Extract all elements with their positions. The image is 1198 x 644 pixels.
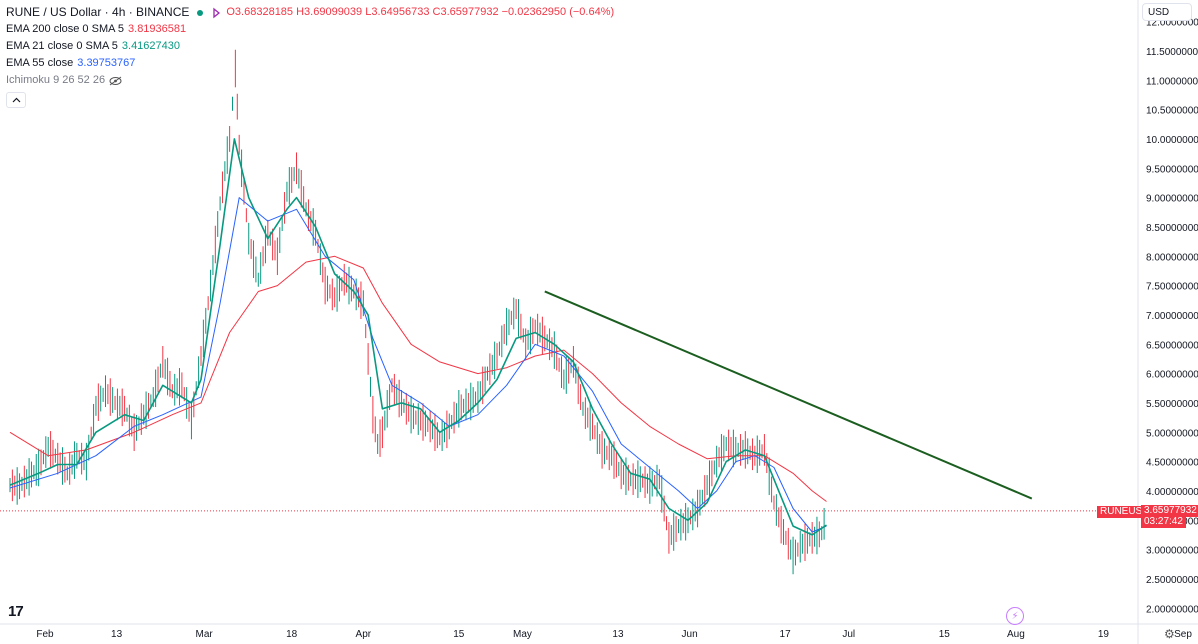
x-tick-label: 15 xyxy=(453,629,465,640)
y-tick-label: 9.00000000 xyxy=(1146,194,1198,205)
y-tick-label: 8.50000000 xyxy=(1146,223,1198,234)
y-tick-label: 11.50000000 xyxy=(1146,47,1198,58)
tradingview-logo[interactable]: 17 xyxy=(8,603,24,620)
indicator-ichimoku[interactable]: Ichimoku 9 26 52 26 xyxy=(6,72,614,89)
flag-icon[interactable] xyxy=(210,7,222,19)
x-tick-label: 17 xyxy=(780,629,792,640)
last-price-value-label: 3.65977932 xyxy=(1141,505,1198,517)
indicator-ema21[interactable]: EMA 21 close 0 SMA 5 3.41627430 xyxy=(6,38,614,55)
indicator-ema55[interactable]: EMA 55 close 3.39753767 xyxy=(6,55,614,72)
trend-line[interactable] xyxy=(544,290,1033,500)
y-tick-label: 5.00000000 xyxy=(1146,428,1198,439)
y-tick-label: 12.00000000 xyxy=(1146,18,1198,29)
x-tick-label: 15 xyxy=(939,629,951,640)
x-tick-label: Aug xyxy=(1007,629,1025,640)
y-tick-label: 10.00000000 xyxy=(1146,135,1198,146)
symbol-title[interactable]: RUNE / US Dollar · 4h · BINANCE xyxy=(6,5,190,19)
indicator-name: Ichimoku 9 26 52 26 xyxy=(6,74,106,86)
last-price-symbol-label: RUNEUSD xyxy=(1097,506,1153,518)
hidden-eye-icon[interactable] xyxy=(109,76,122,86)
indicator-value: 3.81936581 xyxy=(128,23,187,35)
y-tick-label: 11.00000000 xyxy=(1146,76,1198,87)
collapse-legend-button[interactable] xyxy=(6,92,26,108)
x-tick-label: Mar xyxy=(196,629,214,640)
y-tick-label: 2.50000000 xyxy=(1146,575,1198,586)
y-tick-label: 9.50000000 xyxy=(1146,164,1198,175)
currency-select[interactable]: USD xyxy=(1142,3,1192,21)
indicator-name: EMA 21 close 0 SMA 5 xyxy=(6,40,118,52)
ema21-line xyxy=(9,138,827,536)
x-tick-label: Feb xyxy=(36,629,54,640)
y-tick-label: 7.00000000 xyxy=(1146,311,1198,322)
gear-icon[interactable]: ⚙ xyxy=(1164,627,1175,641)
y-tick-label: 6.50000000 xyxy=(1146,340,1198,351)
y-tick-label: 2.00000000 xyxy=(1146,604,1198,615)
y-tick-label: 3.00000000 xyxy=(1146,546,1198,557)
x-tick-label: Apr xyxy=(356,629,372,640)
chart-legend: RUNE / US Dollar · 4h · BINANCE O3.68328… xyxy=(6,4,614,108)
countdown-label: 03:27:42 xyxy=(1141,516,1186,528)
market-status-icon xyxy=(197,9,204,16)
ohlc-values: O3.68328185 H3.69099039 L3.64956733 C3.6… xyxy=(226,6,615,18)
x-tick-label: Jul xyxy=(842,629,855,640)
x-tick-label: 13 xyxy=(612,629,624,640)
x-tick-label: 18 xyxy=(286,629,298,640)
x-tick-label: Jun xyxy=(682,629,698,640)
symbol-row: RUNE / US Dollar · 4h · BINANCE O3.68328… xyxy=(6,4,614,21)
ema55-line xyxy=(9,197,827,533)
x-tick-label: 13 xyxy=(111,629,123,640)
y-tick-label: 4.00000000 xyxy=(1146,487,1198,498)
y-tick-label: 10.50000000 xyxy=(1146,106,1198,117)
x-tick-label: May xyxy=(513,629,532,640)
indicator-value: 3.41627430 xyxy=(121,40,181,52)
chevron-up-icon xyxy=(12,97,20,103)
ema200-line xyxy=(9,255,827,502)
indicator-value: 3.39753767 xyxy=(77,57,136,69)
indicator-name: EMA 55 close xyxy=(6,57,74,69)
x-tick-label: Sep xyxy=(1174,629,1192,640)
y-tick-label: 4.50000000 xyxy=(1146,458,1198,469)
y-tick-label: 5.50000000 xyxy=(1146,399,1198,410)
bolt-icon[interactable]: ⚡ xyxy=(1006,607,1024,625)
x-tick-label: 19 xyxy=(1098,629,1110,640)
y-tick-label: 7.50000000 xyxy=(1146,282,1198,293)
indicator-ema200[interactable]: EMA 200 close 0 SMA 5 3.81936581 xyxy=(6,21,614,38)
y-tick-label: 8.00000000 xyxy=(1146,252,1198,263)
y-tick-label: 6.00000000 xyxy=(1146,370,1198,381)
indicator-name: EMA 200 close 0 SMA 5 xyxy=(6,23,125,35)
